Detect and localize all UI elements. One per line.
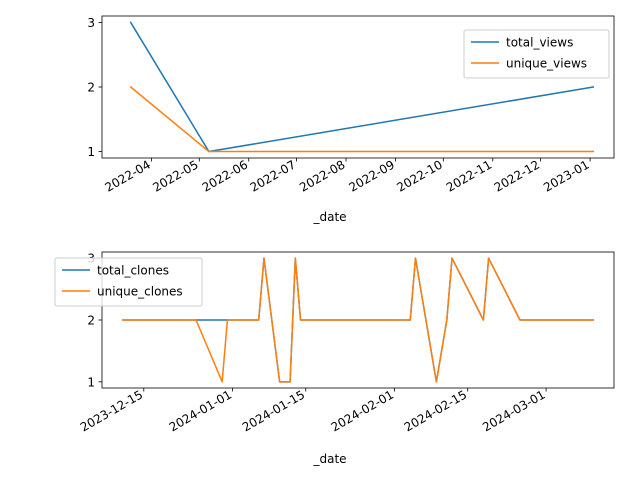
legend: total_clones unique_clones — [54, 257, 203, 307]
legend-box — [463, 29, 610, 79]
y-tick-label: 2 — [87, 81, 95, 95]
x-axis-label: _date — [312, 210, 346, 224]
legend-label: unique_views — [506, 57, 587, 71]
legend-label: total_clones — [97, 264, 169, 278]
x-axis-label: _date — [312, 452, 346, 466]
y-tick-label: 1 — [87, 375, 95, 389]
legend-label: total_views — [506, 36, 573, 50]
y-tick-label: 3 — [87, 16, 95, 30]
legend-box — [54, 257, 203, 307]
y-tick-label: 2 — [87, 314, 95, 328]
legend-label: unique_clones — [97, 285, 183, 299]
legend: total_views unique_views — [463, 29, 610, 79]
y-tick-label: 1 — [87, 145, 95, 159]
